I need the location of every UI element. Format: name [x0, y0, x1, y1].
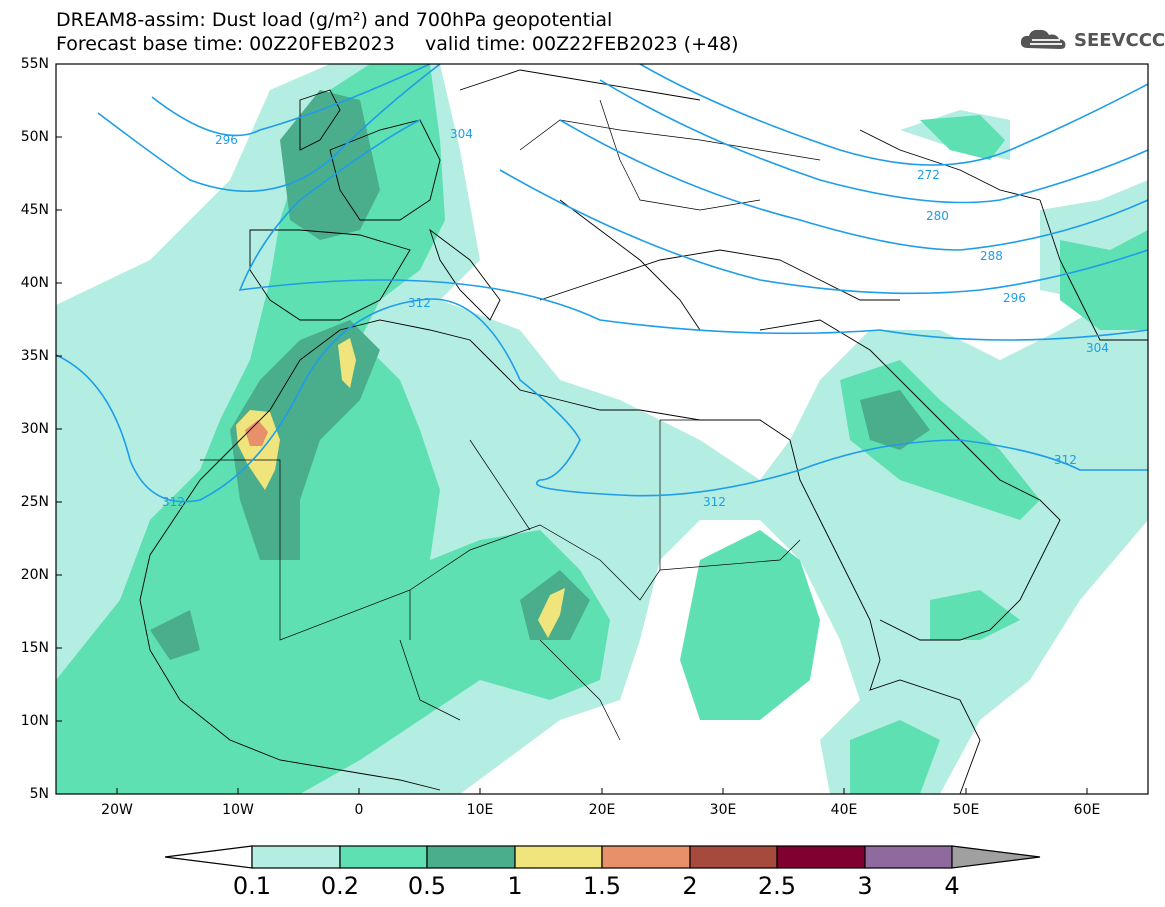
colorbar-label: 2.5	[757, 872, 797, 900]
dust-field-medium	[680, 530, 820, 720]
lat-label: 45N	[20, 202, 49, 218]
cloud-icon	[1020, 29, 1066, 49]
map-title: DREAM8-assim: Dust load (g/m²) and 700hP…	[56, 9, 613, 31]
colorbar-label: 3	[857, 872, 873, 900]
contour-label: 272	[917, 168, 940, 182]
dust-field-dark	[860, 390, 930, 450]
contour-label: 312	[1054, 453, 1077, 467]
colorbar-label: 0.2	[320, 872, 360, 900]
dust-field-medium	[930, 590, 1020, 640]
contour-label: 280	[926, 209, 949, 223]
colorbar-label: 2	[682, 872, 698, 900]
borders	[200, 99, 821, 741]
lon-label: 0	[354, 802, 364, 818]
dust-field-dark	[150, 610, 200, 660]
lon-label: 10E	[466, 802, 494, 818]
contour-label: 296	[215, 133, 238, 147]
contour-label: 312	[162, 495, 185, 509]
lat-label: 35N	[20, 348, 49, 364]
colorbar-label: 1	[507, 872, 523, 900]
lat-label: 20N	[20, 567, 49, 583]
lat-label: 25N	[20, 494, 49, 510]
forecast-time: Forecast base time: 00Z20FEB2023 valid t…	[56, 33, 739, 55]
lon-label: 20E	[588, 802, 616, 818]
contour-label: 312	[703, 495, 726, 509]
contour-labels: 296 304 272 280 288 296 304 312 312 312 …	[162, 127, 1109, 509]
colorbar-label: 0.5	[407, 872, 447, 900]
dust-field-high	[538, 588, 565, 638]
dust-field-high	[338, 338, 356, 388]
lon-label: 40E	[830, 802, 858, 818]
coastlines	[139, 69, 1148, 794]
colorbar-label: 0.1	[232, 872, 272, 900]
dust-field-medium	[920, 115, 1005, 160]
dust-field-peak	[245, 420, 268, 446]
lat-label: 30N	[20, 421, 49, 437]
contour-label: 304	[1086, 341, 1109, 355]
lat-label: 55N	[20, 56, 49, 72]
contour-label: 288	[980, 249, 1003, 263]
dust-field-medium	[56, 64, 610, 794]
logo-text: SEEVCCC	[1074, 29, 1165, 51]
lat-label: 10N	[20, 713, 49, 729]
contour-label: 296	[1003, 291, 1026, 305]
contour-label: 304	[450, 127, 473, 141]
colorbar-label: 4	[944, 872, 960, 900]
lat-label: 5N	[29, 786, 49, 802]
lon-label: 30E	[709, 802, 737, 818]
contour-label: 312	[408, 296, 431, 310]
lon-label: 50E	[952, 802, 980, 818]
geopotential-contours	[56, 64, 1148, 503]
lon-label: 10W	[222, 802, 254, 818]
colorbar-label: 1.5	[582, 872, 622, 900]
lat-label: 15N	[20, 640, 49, 656]
seevccc-logo: SEEVCCC	[1018, 26, 1165, 54]
lat-label: 50N	[20, 129, 49, 145]
dust-field-medium	[850, 720, 940, 794]
axis-ticks	[56, 63, 1088, 794]
lat-label: 40N	[20, 275, 49, 291]
lon-label: 20W	[101, 802, 133, 818]
dust-field-dark	[280, 90, 380, 240]
lon-label: 60E	[1073, 802, 1101, 818]
